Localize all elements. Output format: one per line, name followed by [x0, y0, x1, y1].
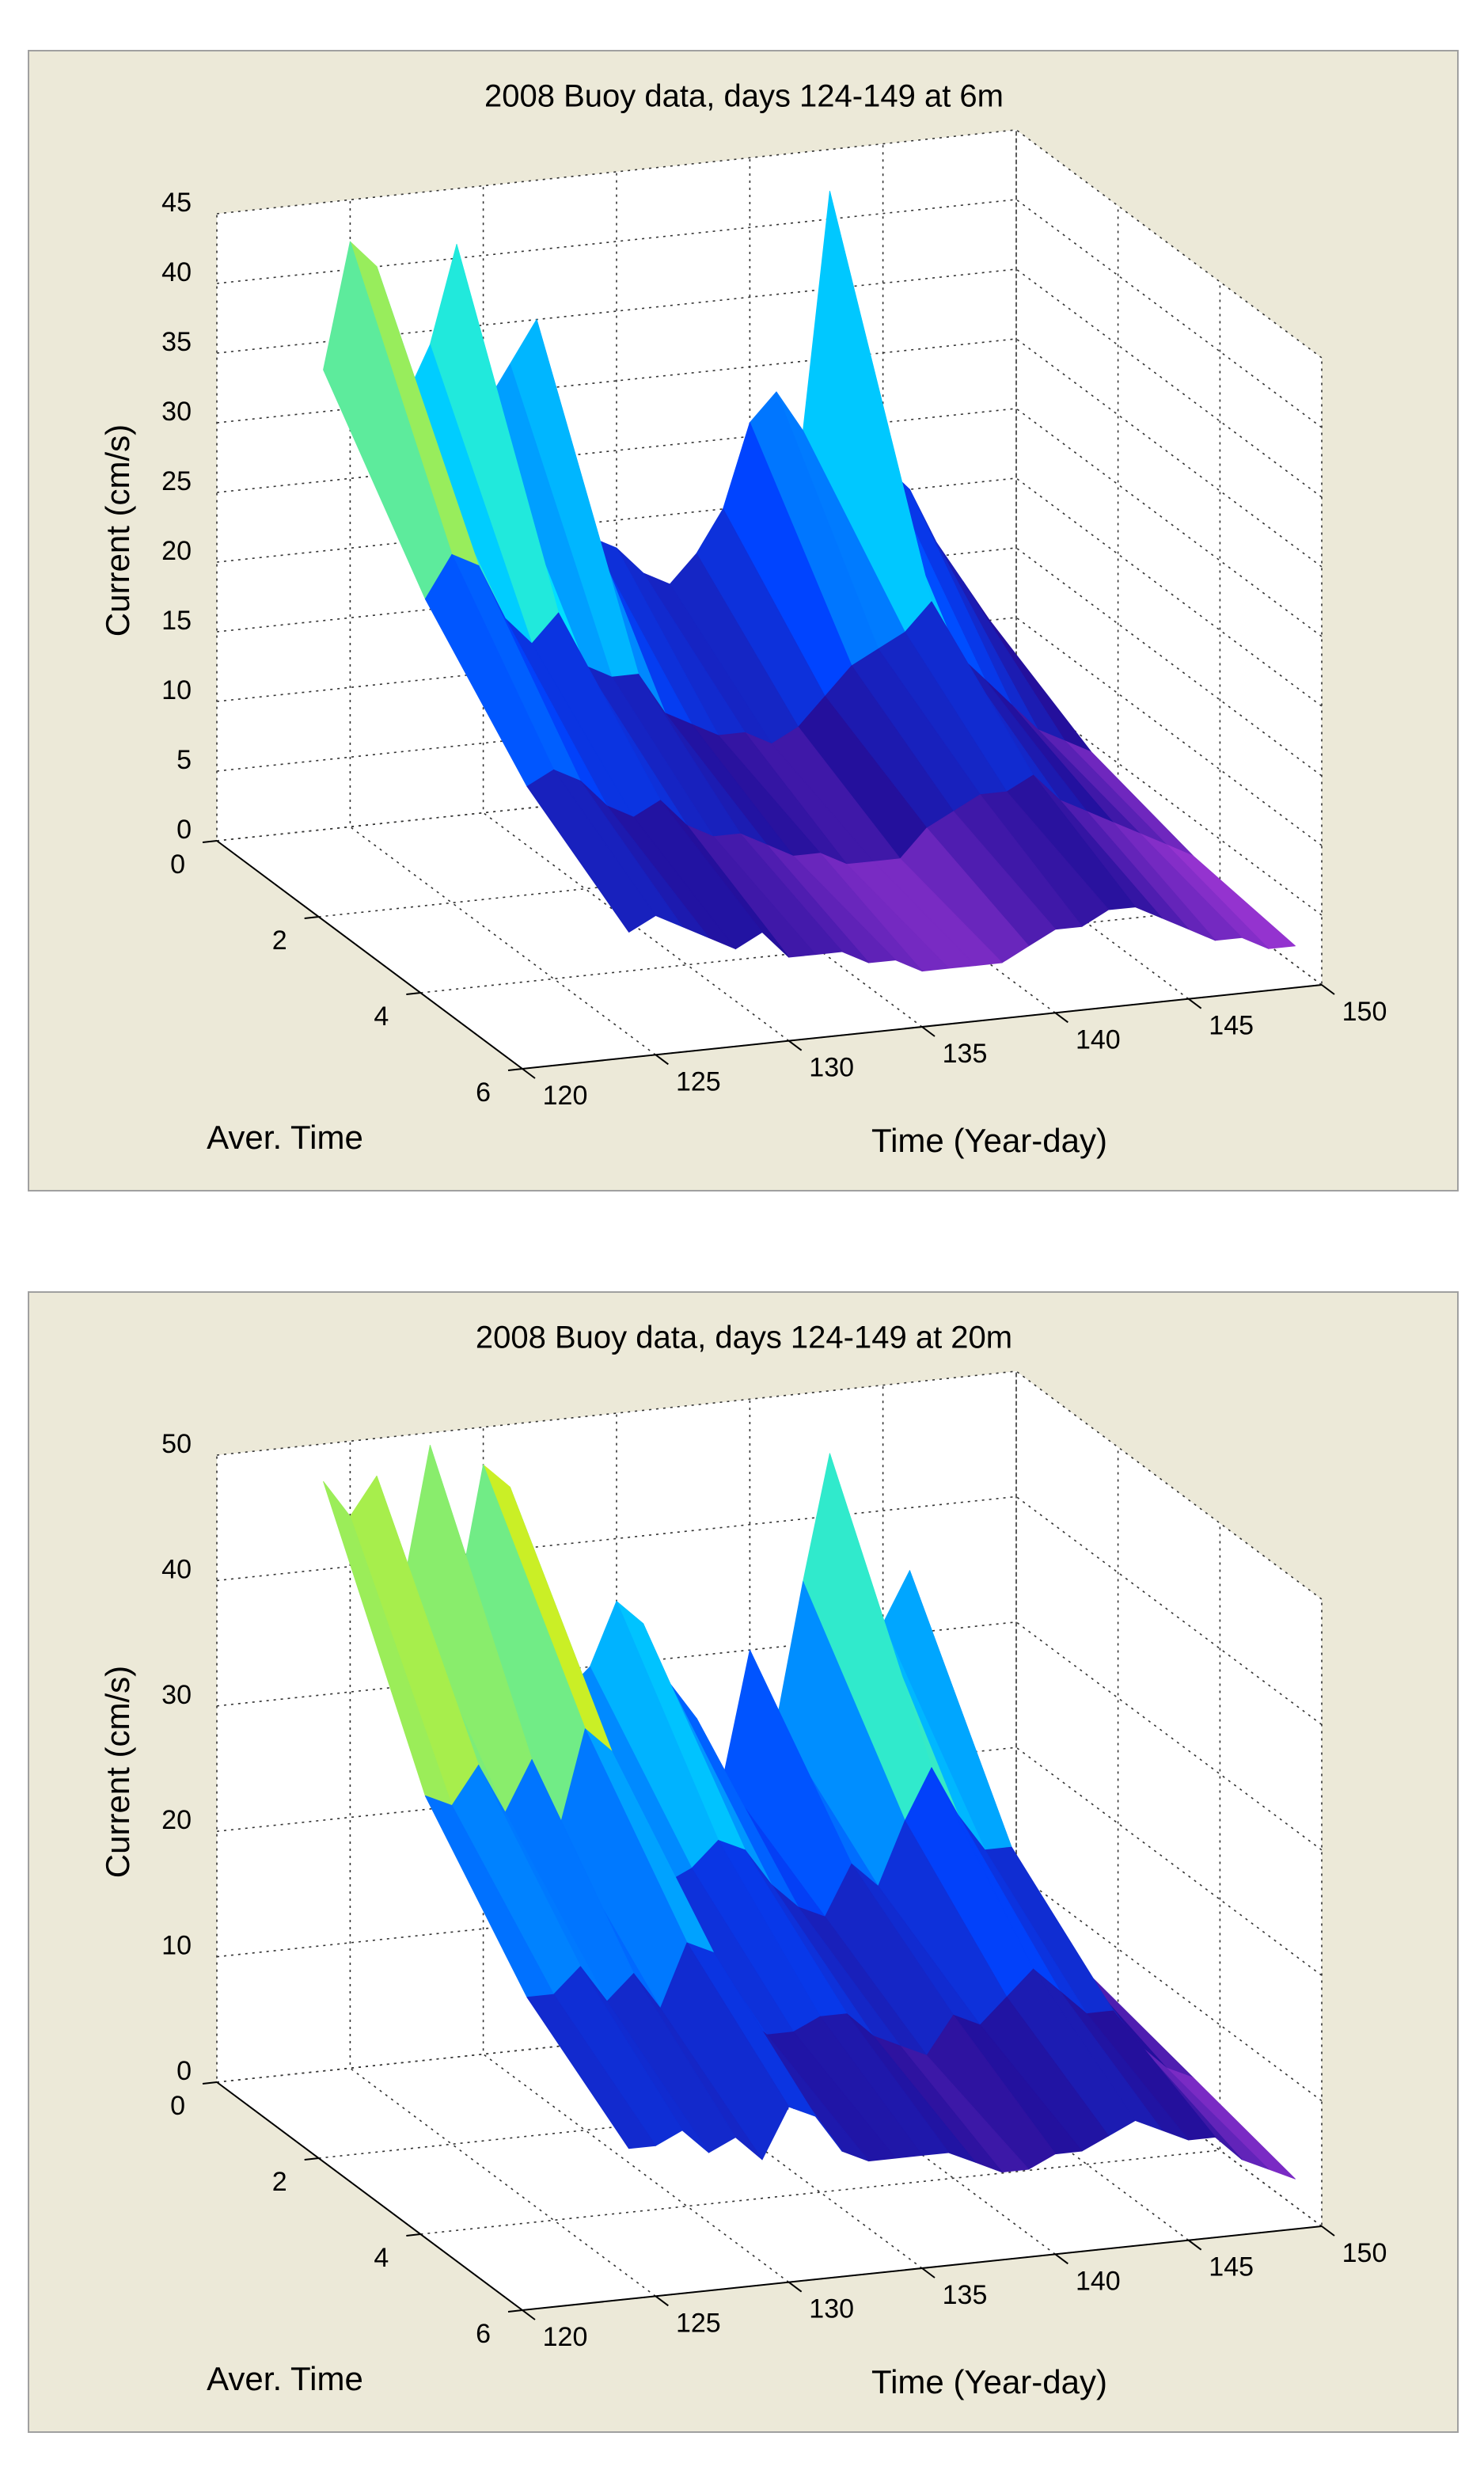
y-tick-label: 6 — [476, 1077, 491, 1108]
x-tick-label: 125 — [676, 1066, 721, 1096]
x-grid-line — [749, 158, 1056, 1014]
y-tick-label: 0 — [170, 2091, 185, 2121]
x-grid-line — [882, 143, 1190, 1000]
chart: 2008 Buoy data, days 124-149 at 6m 0 5 10 15… — [28, 50, 1459, 1191]
x-tick-label: 150 — [1342, 997, 1387, 1027]
y-tick-label: 4 — [374, 2243, 389, 2273]
surface-patch — [526, 1993, 656, 2149]
x-tick-mark — [788, 1039, 803, 1051]
x-tick-label: 140 — [1076, 1024, 1121, 1055]
x-tick-label: 135 — [943, 2280, 988, 2310]
x-tick-mark — [1321, 2225, 1335, 2237]
y-tick-mark — [304, 916, 319, 919]
x-tick-label: 125 — [676, 2308, 721, 2338]
x-tick-mark — [1188, 2239, 1202, 2251]
z-tick-label: 35 — [161, 327, 192, 357]
x-tick-mark — [522, 1068, 536, 1079]
axis-line — [216, 2081, 1323, 2312]
y-axis-label: Aver. Time — [207, 1119, 363, 1156]
z-tick-label: 25 — [161, 466, 192, 496]
x-tick-label: 150 — [1342, 2238, 1387, 2268]
x-grid-line — [749, 1399, 1056, 2256]
x-tick-label: 130 — [809, 2294, 854, 2324]
z-tick-label: 10 — [161, 675, 192, 705]
x-tick-label: 145 — [1209, 1011, 1254, 1041]
y-tick-label: 2 — [272, 2167, 287, 2197]
x-tick-mark — [921, 2267, 936, 2278]
z-axis-label: Current (cm/s) — [99, 424, 136, 637]
x-tick-mark — [655, 1054, 669, 1066]
x-tick-label: 130 — [809, 1053, 854, 1083]
y-axis-label: Aver. Time — [207, 2360, 363, 2397]
axis-line — [216, 840, 1323, 1070]
z-tick-label: 0 — [176, 815, 192, 845]
z-tick-label: 15 — [161, 606, 192, 636]
x-grid-line — [1015, 130, 1323, 986]
x-grid-line — [349, 1441, 656, 2297]
y-tick-mark — [202, 2081, 218, 2085]
x-tick-label: 140 — [1076, 2266, 1121, 2296]
z-tick-label: 10 — [161, 1931, 192, 1961]
y-tick-label: 6 — [476, 2319, 491, 2349]
x-tick-label: 120 — [543, 1081, 588, 1111]
chart-title: 2008 Buoy data, days 124-149 at 6m — [484, 79, 1004, 114]
x-tick-mark — [921, 1026, 936, 1037]
x-tick-label: 135 — [943, 1039, 988, 1069]
x-grid-line — [216, 214, 523, 1070]
y-tick-mark — [304, 2157, 319, 2161]
y-tick-label: 0 — [170, 849, 185, 880]
x-grid-line — [616, 172, 923, 1028]
surface-patch — [526, 769, 656, 933]
z-tick-label: 5 — [176, 745, 192, 775]
x-tick-mark — [1321, 984, 1335, 995]
x-grid-line — [882, 1385, 1190, 2241]
x-axis-label: Time (Year-day) — [871, 2363, 1107, 2400]
y-tick-mark — [406, 2233, 421, 2237]
y-tick-mark — [406, 992, 421, 995]
x-grid-line — [216, 1455, 523, 2311]
x-tick-mark — [1188, 998, 1202, 1009]
x-tick-mark — [655, 2295, 669, 2307]
z-tick-label: 30 — [161, 397, 192, 427]
x-tick-mark — [788, 2281, 803, 2293]
x-tick-mark — [1054, 2253, 1068, 2265]
chart-title: 2008 Buoy data, days 124-149 at 20m — [476, 1321, 1012, 1355]
z-tick-label: 30 — [161, 1680, 192, 1710]
z-tick-label: 40 — [161, 257, 192, 287]
y-tick-mark — [507, 2309, 523, 2313]
z-axis-label: Current (cm/s) — [99, 1666, 136, 1878]
x-tick-mark — [522, 2309, 536, 2320]
x-grid-line — [1015, 1371, 1323, 2227]
chart: 2008 Buoy data, days 124-149 at 20m01020… — [28, 1291, 1459, 2433]
y-tick-label: 2 — [272, 925, 287, 956]
x-tick-label: 120 — [543, 2322, 588, 2352]
x-axis-label: Time (Year-day) — [871, 1122, 1107, 1159]
y-tick-mark — [202, 840, 218, 843]
z-tick-label: 0 — [176, 2056, 192, 2086]
x-tick-mark — [1054, 1012, 1068, 1024]
z-tick-label: 20 — [161, 536, 192, 566]
x-tick-label: 145 — [1209, 2252, 1254, 2282]
z-tick-label: 40 — [161, 1554, 192, 1584]
z-tick-label: 50 — [161, 1429, 192, 1459]
z-tick-label: 45 — [161, 188, 192, 218]
y-tick-mark — [507, 1068, 523, 1071]
z-tick-label: 20 — [161, 1805, 192, 1835]
y-tick-label: 4 — [374, 1001, 389, 1032]
